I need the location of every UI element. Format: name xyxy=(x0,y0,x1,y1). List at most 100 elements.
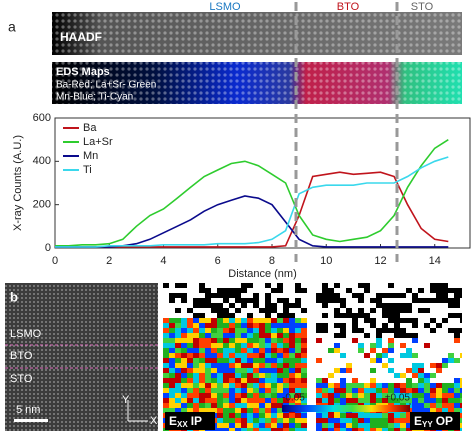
map-cell xyxy=(418,383,424,388)
map-cell xyxy=(358,293,364,298)
map-cell xyxy=(247,323,253,328)
map-cell xyxy=(295,358,301,363)
map-cell xyxy=(364,413,370,418)
map-cell xyxy=(265,363,271,368)
map-cell xyxy=(187,373,193,378)
map-cell xyxy=(241,343,247,348)
map-cell xyxy=(181,318,187,323)
map-cell xyxy=(181,348,187,353)
map-cell xyxy=(283,418,289,423)
map-cell xyxy=(430,373,436,378)
map-cell xyxy=(442,378,448,383)
map-cell xyxy=(271,368,277,373)
map-cell xyxy=(193,363,199,368)
map-cell xyxy=(223,418,229,423)
map-cell xyxy=(322,283,328,288)
map-cell xyxy=(199,403,205,408)
map-cell xyxy=(454,338,460,343)
map-cell xyxy=(193,288,199,293)
map-cell xyxy=(295,393,301,398)
map-cell xyxy=(418,288,424,293)
map-cell xyxy=(358,338,364,343)
map-cell xyxy=(295,428,301,431)
map-cell xyxy=(229,363,235,368)
map-cell xyxy=(241,353,247,358)
map-cell xyxy=(241,393,247,398)
map-cell xyxy=(322,303,328,308)
map-cell xyxy=(328,338,334,343)
map-cell xyxy=(376,333,382,338)
map-cell xyxy=(199,363,205,368)
map-cell xyxy=(265,293,271,298)
map-cell xyxy=(199,373,205,378)
map-cell xyxy=(394,343,400,348)
map-cell xyxy=(295,338,301,343)
map-cell xyxy=(388,393,394,398)
map-cell xyxy=(364,398,370,403)
map-cell xyxy=(253,343,259,348)
map-cell xyxy=(289,368,295,373)
map-cell xyxy=(400,283,406,288)
map-cell xyxy=(442,308,448,313)
map-cell xyxy=(241,293,247,298)
map-cell xyxy=(283,303,289,308)
map-cell xyxy=(346,388,352,393)
map-cell xyxy=(271,373,277,378)
map-cell xyxy=(211,383,217,388)
map-cell xyxy=(436,318,442,323)
map-cell xyxy=(289,338,295,343)
map-cell xyxy=(289,393,295,398)
map-cell xyxy=(187,298,193,303)
map-cell xyxy=(406,398,412,403)
map-cell xyxy=(382,368,388,373)
map-cell xyxy=(382,393,388,398)
map-cell xyxy=(448,323,454,328)
map-cell xyxy=(271,333,277,338)
map-cell xyxy=(376,363,382,368)
map-cell xyxy=(364,428,370,431)
map-cell xyxy=(430,283,436,288)
map-cell xyxy=(364,293,370,298)
map-cell xyxy=(400,398,406,403)
map-cell xyxy=(217,388,223,393)
map-cell xyxy=(265,303,271,308)
map-cell xyxy=(283,323,289,328)
map-cell xyxy=(205,303,211,308)
map-cell xyxy=(382,388,388,393)
map-cell xyxy=(388,368,394,373)
map-cell xyxy=(169,348,175,353)
haadf-atoms xyxy=(52,12,462,55)
map-cell xyxy=(169,323,175,328)
map-cell xyxy=(358,388,364,393)
map-cell xyxy=(283,343,289,348)
map-cell xyxy=(328,298,334,303)
map-cell xyxy=(322,288,328,293)
map-cell xyxy=(301,288,307,293)
map-cell xyxy=(418,333,424,338)
map-cell xyxy=(199,313,205,318)
map-cell xyxy=(229,423,235,428)
map-cell xyxy=(229,383,235,388)
map-cell xyxy=(328,363,334,368)
map-cell xyxy=(322,418,328,423)
map-cell xyxy=(388,358,394,363)
map-cell xyxy=(328,348,334,353)
map-cell xyxy=(370,298,376,303)
map-cell xyxy=(364,333,370,338)
map-cell xyxy=(460,358,462,363)
map-cell xyxy=(163,408,169,413)
map-cell xyxy=(460,313,462,318)
map-cell xyxy=(295,398,301,403)
map-cell xyxy=(382,328,388,333)
map-cell xyxy=(364,393,370,398)
map-cell xyxy=(424,378,430,383)
map-cell xyxy=(235,323,241,328)
map-cell xyxy=(187,363,193,368)
map-cell xyxy=(322,318,328,323)
map-cell xyxy=(175,388,181,393)
map-cell xyxy=(217,423,223,428)
map-cell xyxy=(334,423,340,428)
map-cell xyxy=(235,403,241,408)
map-cell xyxy=(283,388,289,393)
map-cell xyxy=(163,388,169,393)
